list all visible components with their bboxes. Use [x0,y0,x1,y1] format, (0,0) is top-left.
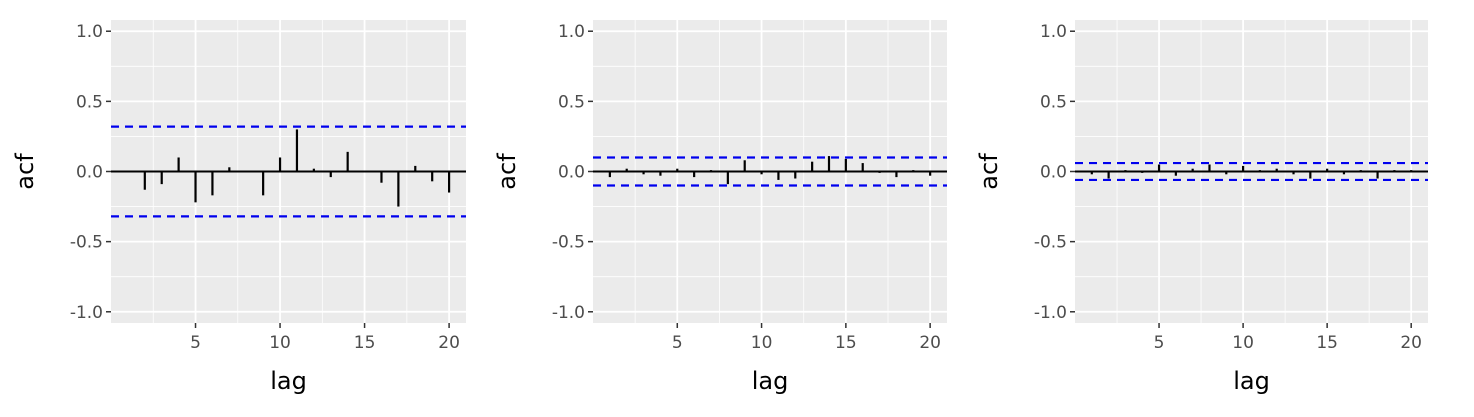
y-tick-label: 0.0 [558,163,585,183]
x-tick-label: 15 [354,333,376,353]
acf-panel-3: -1.0 -0.5 0.0 0.5 1.0 5 10 15 20 lag acf [975,20,1428,395]
y-axis-title: acf [493,153,521,190]
y-tick-label: 1.0 [1040,22,1067,42]
y-tick-label: 0.0 [76,163,103,183]
x-axis-title: lag [752,367,789,395]
x-tick-label: 5 [190,333,201,353]
y-tick-label: 0.5 [1040,92,1067,112]
acf-panel-2: -1.0 -0.5 0.0 0.5 1.0 5 10 15 20 lag acf [493,20,947,395]
x-axis-title: lag [1233,367,1270,395]
acf-panel-1: -1.0 -0.5 0.0 0.5 1.0 5 10 15 20 lag acf [11,20,466,395]
y-tick-label: -0.5 [70,233,103,253]
y-tick-label: -0.5 [1034,233,1067,253]
y-tick-label: 0.5 [558,92,585,112]
x-tick-label: 15 [835,333,857,353]
x-tick-label: 15 [1316,333,1338,353]
x-axis-title: lag [270,367,307,395]
x-tick-label: 10 [751,333,773,353]
x-tick-label: 20 [1400,333,1422,353]
y-tick-label: 1.0 [76,22,103,42]
x-tick-label: 5 [1154,333,1165,353]
y-tick-label: -1.0 [70,303,103,323]
x-tick-label: 10 [269,333,291,353]
x-tick-label: 10 [1232,333,1254,353]
x-tick-label: 20 [919,333,941,353]
y-tick-label: -1.0 [552,303,585,323]
y-axis-title: acf [975,153,1003,190]
y-axis-title: acf [11,153,39,190]
y-tick-label: -0.5 [552,233,585,253]
x-tick-label: 20 [438,333,460,353]
y-tick-label: 1.0 [558,22,585,42]
x-tick-label: 5 [672,333,683,353]
y-tick-label: -1.0 [1034,303,1067,323]
y-tick-label: 0.5 [76,92,103,112]
y-tick-label: 0.0 [1040,163,1067,183]
